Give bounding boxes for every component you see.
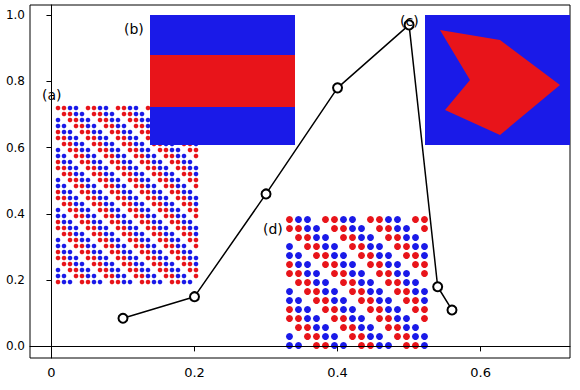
svg-text:(c): (c) [400, 13, 419, 29]
svg-text:0.2: 0.2 [184, 365, 205, 380]
svg-text:0.8: 0.8 [6, 74, 25, 88]
svg-text:1.0: 1.0 [6, 8, 25, 22]
svg-text:0.2: 0.2 [6, 273, 25, 287]
svg-text:0.4: 0.4 [6, 207, 25, 221]
svg-text:0.6: 0.6 [470, 365, 491, 380]
svg-text:(d): (d) [263, 221, 283, 237]
svg-text:0.0: 0.0 [6, 339, 25, 353]
svg-text:(b): (b) [124, 21, 144, 37]
svg-text:0.4: 0.4 [327, 365, 348, 380]
svg-text:0.6: 0.6 [6, 141, 25, 155]
svg-text:0: 0 [47, 365, 55, 380]
svg-text:(a): (a) [42, 87, 62, 103]
